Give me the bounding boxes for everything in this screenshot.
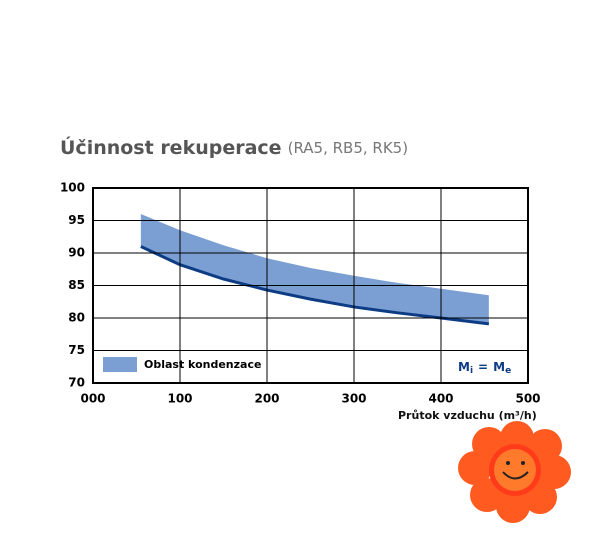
plot-frame — [92, 187, 529, 384]
y-tick-label: 75 — [68, 343, 85, 357]
legend: Oblast kondenzace — [103, 357, 261, 372]
x-tick-label: 100 — [167, 392, 192, 406]
legend-label: Oblast kondenzace — [144, 358, 261, 371]
y-tick-label: 70 — [68, 376, 85, 390]
y-tick-label: 90 — [68, 246, 85, 260]
annotation-part: = — [478, 360, 488, 374]
x-axis-label: Průtok vzduchu (m³/h) — [398, 409, 537, 422]
annotation-part: M — [493, 360, 505, 374]
x-tick-label: 400 — [428, 392, 453, 406]
condensation-area — [140, 214, 489, 324]
y-tick-label: 95 — [68, 213, 85, 227]
title: Účinnost rekuperace — [60, 135, 282, 159]
subtitle: (RA5, RB5, RK5) — [288, 139, 408, 157]
y-tick-label: 80 — [68, 311, 85, 325]
chart-title: Účinnost rekuperace (RA5, RB5, RK5) — [60, 135, 408, 159]
y-tick-label: 100 — [60, 181, 85, 195]
x-tick-label: 500 — [515, 392, 540, 406]
x-tick-label: 300 — [341, 392, 366, 406]
annotation-sub: i — [470, 366, 473, 376]
y-tick-label: 85 — [68, 278, 85, 292]
annotation: Mi = Me — [458, 360, 511, 376]
x-tick-label: 000 — [80, 392, 105, 406]
x-tick-label: 200 — [254, 392, 279, 406]
legend-swatch — [103, 357, 137, 372]
annotation-part: M — [458, 360, 470, 374]
logo — [458, 421, 571, 523]
efficiency-line — [140, 245, 490, 326]
annotation-sub: e — [505, 366, 511, 376]
